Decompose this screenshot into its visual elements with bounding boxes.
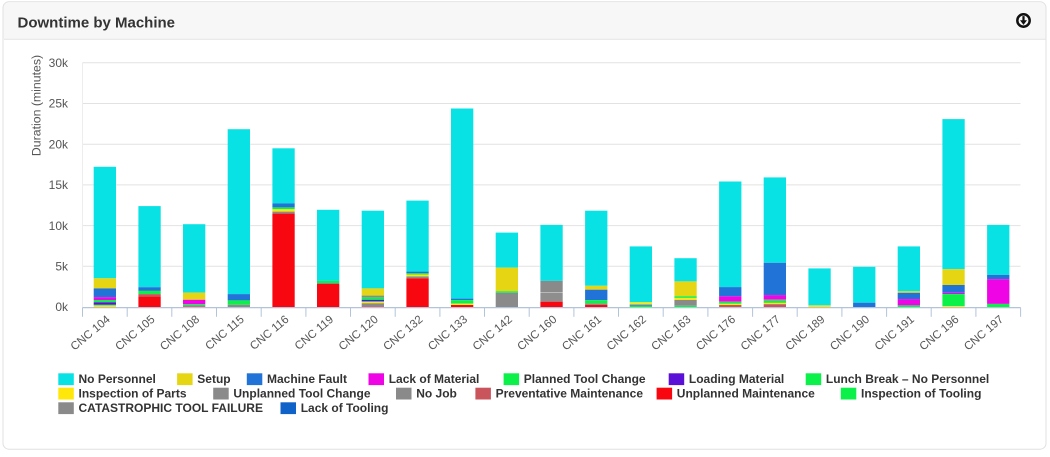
svg-text:5k: 5k xyxy=(55,260,69,274)
svg-text:Preventative Maintenance: Preventative Maintenance xyxy=(496,386,644,400)
svg-text:25k: 25k xyxy=(49,97,69,111)
svg-text:30k: 30k xyxy=(49,56,69,70)
svg-text:Lack of Tooling: Lack of Tooling xyxy=(301,401,389,415)
svg-text:Unplanned Tool Change: Unplanned Tool Change xyxy=(233,386,370,400)
svg-text:Duration (minutes): Duration (minutes) xyxy=(30,55,44,156)
svg-text:No Personnel: No Personnel xyxy=(79,372,156,386)
svg-text:Inspection of Tooling: Inspection of Tooling xyxy=(861,386,981,400)
svg-text:CATASTROPHIC TOOL FAILURE: CATASTROPHIC TOOL FAILURE xyxy=(79,401,263,415)
svg-text:Lunch Break – No Personnel: Lunch Break – No Personnel xyxy=(826,372,989,386)
svg-text:No Job: No Job xyxy=(416,386,457,400)
svg-text:Setup: Setup xyxy=(197,372,230,386)
svg-text:10k: 10k xyxy=(49,219,69,233)
svg-text:Loading Material: Loading Material xyxy=(689,372,784,386)
svg-text:0k: 0k xyxy=(55,300,69,314)
svg-text:20k: 20k xyxy=(49,137,69,151)
svg-text:Downtime by Machine: Downtime by Machine xyxy=(18,15,176,32)
svg-text:Planned Tool Change: Planned Tool Change xyxy=(524,372,646,386)
svg-text:Machine Fault: Machine Fault xyxy=(267,372,347,386)
svg-text:Unplanned Maintenance: Unplanned Maintenance xyxy=(677,386,815,400)
svg-text:15k: 15k xyxy=(49,178,69,192)
svg-text:Inspection of Parts: Inspection of Parts xyxy=(79,386,187,400)
svg-text:Lack of Material: Lack of Material xyxy=(389,372,480,386)
